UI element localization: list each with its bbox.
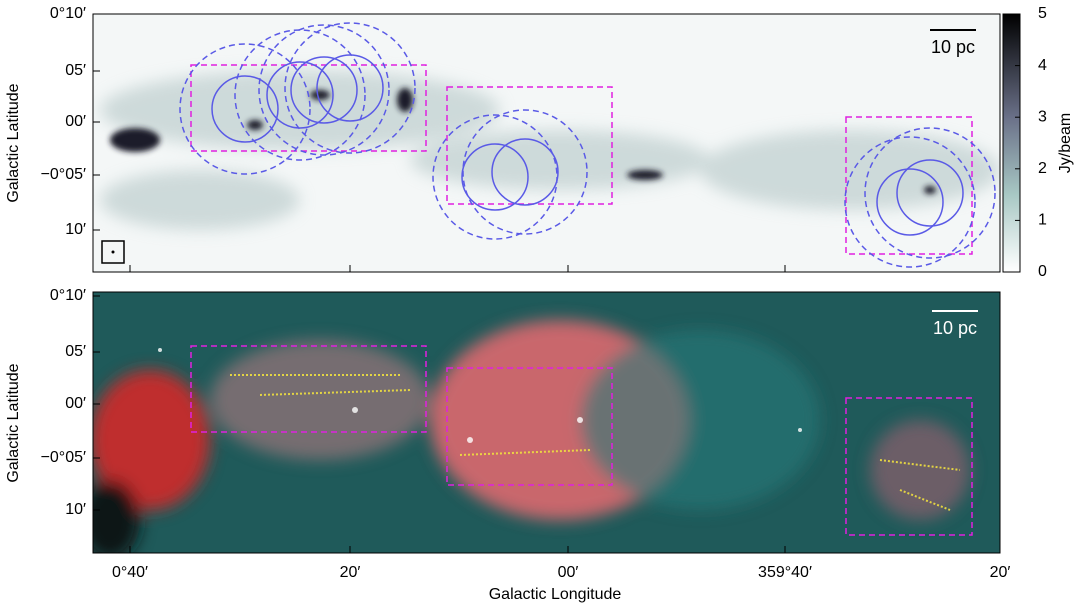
y-tick-label: 0°10′ — [50, 5, 86, 22]
colorbar-tick-label: 1 — [1038, 212, 1047, 229]
scale-bar: 10 pc — [933, 318, 977, 338]
colorbar-tick-label: 4 — [1038, 57, 1047, 74]
colorbar-tick-label: 5 — [1038, 5, 1047, 22]
y-tick-label: 00′ — [65, 113, 86, 130]
x-tick-label: 20′ — [340, 564, 361, 581]
y-axis-label: Galactic Latitude — [5, 83, 22, 202]
y-tick-label: 05′ — [65, 62, 86, 79]
y-tick-label: 0°10′ — [50, 287, 86, 304]
y-tick-label: 05′ — [65, 343, 86, 360]
y-tick-label: −0°05′ — [41, 449, 86, 466]
colorbar-tick-label: 2 — [1038, 160, 1047, 177]
colorbar-label: Jy/beam — [1057, 113, 1074, 173]
y-axis-label: Galactic Latitude — [5, 363, 22, 482]
colorbar — [1002, 13, 1021, 273]
y-tick-label: 00′ — [65, 395, 86, 412]
x-tick-label: 00′ — [558, 564, 579, 581]
regions-top — [179, 22, 996, 268]
y-tick-label: 10′ — [65, 221, 86, 238]
y-tick-label: −0°05′ — [41, 166, 86, 183]
x-axis-label: Galactic Longitude — [489, 586, 622, 603]
y-tick-label: 10′ — [65, 501, 86, 518]
colorbar-tick-label: 3 — [1038, 108, 1047, 125]
composite-map — [93, 292, 1000, 553]
x-tick-label: 0°40′ — [112, 564, 148, 581]
x-tick-label: 359°40′ — [758, 564, 812, 581]
colorbar-tick-label: 0 — [1038, 263, 1047, 280]
scale-bar: 10 pc — [931, 37, 975, 57]
x-tick-label: 20′ — [990, 564, 1011, 581]
